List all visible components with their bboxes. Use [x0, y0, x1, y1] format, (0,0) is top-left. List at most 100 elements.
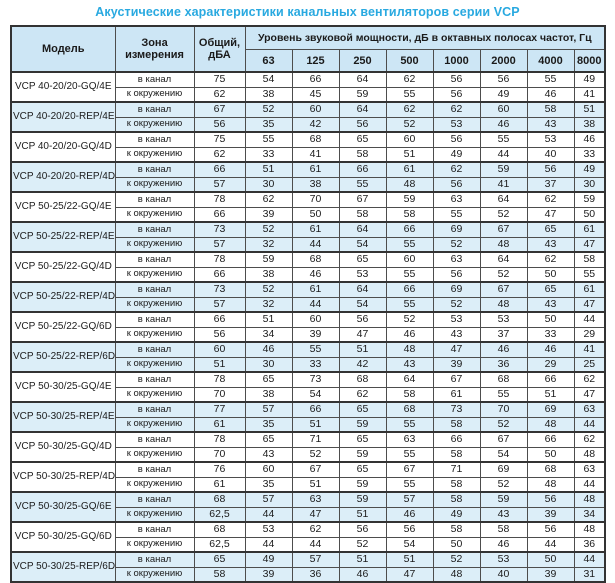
band-level-cell-4000: 68 [526, 461, 575, 478]
table-row: VCP 50-30/25-REP/4D в канал 76 60 67 65 67 71 69… [10, 461, 606, 493]
band-level-cell-8000: 38 [573, 116, 606, 133]
band-level-cell-2000: 52 [479, 416, 528, 433]
band-level-cell-125: 42 [291, 116, 340, 133]
band-level-cell-4000: 43 [526, 236, 575, 253]
zone-cell: к окружению [114, 236, 195, 253]
total-dba-cell: 56 [193, 326, 246, 343]
zone-cell: к окружению [114, 176, 195, 193]
table-row: VCP 40-20/20-GQ/4D в канал 75 55 68 65 60 56 55 5… [10, 131, 606, 163]
band-level-cell-2000: 46 [479, 536, 528, 553]
total-dba-cell: 57 [193, 296, 246, 313]
band-level-cell-1000: 56 [432, 71, 481, 88]
band-level-cell-8000: 63 [573, 401, 606, 418]
col-header-band-group: Уровень звуковой мощности, дБ в октавных… [244, 25, 606, 50]
table-row: VCP 50-25/22-REP/4D в канал 73 52 61 64 66 69 67… [10, 281, 606, 313]
band-level-cell-125: 44 [291, 296, 340, 313]
zone-cell: к окружению [114, 446, 195, 463]
table-row: к окружению 66 39 50 58 58 55 52 47 50 [11, 206, 606, 223]
zone-cell: в канал [114, 311, 195, 328]
band-level-cell-8000: 46 [573, 131, 606, 148]
band-level-cell-63: 49 [244, 551, 293, 568]
band-level-cell-250: 51 [338, 506, 387, 523]
band-level-cell-4000: 39 [526, 566, 575, 583]
table-row: VCP 50-30/25-REP/6D в канал 65 49 57 51 51 52 53… [10, 551, 606, 583]
band-level-cell-250: 56 [338, 521, 387, 538]
band-level-cell-500: 55 [385, 236, 434, 253]
band-level-cell-1000: 53 [432, 311, 481, 328]
table-row: к окружению 57 32 44 54 55 52 48 43 47 [11, 296, 606, 313]
band-level-cell-1000: 66 [432, 431, 481, 448]
band-level-cell-1000: 61 [432, 386, 481, 403]
model-cell: VCP 50-25/22-REP/6D [10, 341, 116, 373]
band-level-cell-250: 51 [338, 551, 387, 568]
total-dba-cell: 51 [193, 356, 246, 373]
zone-cell: в канал [114, 491, 195, 508]
band-level-cell-4000: 50 [526, 266, 575, 283]
band-level-cell-2000: 43 [479, 506, 528, 523]
band-level-cell-125: 68 [291, 131, 340, 148]
total-dba-cell: 56 [193, 116, 246, 133]
model-cell: VCP 50-30/25-GQ/6D [10, 521, 116, 553]
band-level-cell-4000: 46 [526, 341, 575, 358]
band-level-cell-250: 65 [338, 431, 387, 448]
band-level-cell-250: 58 [338, 146, 387, 163]
band-level-cell-500: 55 [385, 416, 434, 433]
band-level-cell-250: 64 [338, 101, 387, 118]
band-level-cell-250: 64 [338, 71, 387, 88]
band-level-cell-2000: 67 [479, 431, 528, 448]
table-row: VCP 40-20/20-REP/4E в канал 67 52 60 64 62 62 60… [10, 101, 606, 133]
table-header: Модель Зона измерения Общий, дБА Уровень… [10, 25, 606, 73]
zone-cell: в канал [114, 101, 195, 118]
band-level-cell-1000: 58 [432, 416, 481, 433]
band-level-cell-1000: 53 [432, 116, 481, 133]
zone-cell: в канал [114, 281, 195, 298]
band-level-cell-1000: 50 [432, 536, 481, 553]
band-level-cell-63: 51 [244, 311, 293, 328]
band-level-cell-125: 51 [291, 476, 340, 493]
zone-cell: в канал [114, 401, 195, 418]
total-dba-cell: 61 [193, 416, 246, 433]
band-level-cell-63: 51 [244, 161, 293, 178]
band-level-cell-4000: 65 [526, 221, 575, 238]
band-level-cell-500: 55 [385, 296, 434, 313]
band-level-cell-500: 47 [385, 566, 434, 583]
band-level-cell-500: 66 [385, 281, 434, 298]
band-level-cell-1000: 62 [432, 101, 481, 118]
table-row: к окружению 62 38 45 59 55 56 49 46 41 [11, 86, 606, 103]
band-level-cell-8000: 61 [573, 221, 606, 238]
band-level-cell-4000: 43 [526, 296, 575, 313]
band-level-cell-63: 60 [244, 461, 293, 478]
zone-cell: в канал [114, 461, 195, 478]
band-level-cell-4000: 62 [526, 251, 575, 268]
band-level-cell-8000: 55 [573, 266, 606, 283]
zone-cell: к окружению [114, 266, 195, 283]
total-dba-cell: 66 [193, 266, 246, 283]
header-row-2: 63 125 250 500 1000 2000 4000 8000 [11, 49, 606, 73]
band-level-cell-250: 65 [338, 401, 387, 418]
band-level-cell-63: 59 [244, 251, 293, 268]
band-level-cell-1000: 62 [432, 161, 481, 178]
col-header-freq-500: 500 [385, 49, 434, 73]
band-level-cell-63: 52 [244, 281, 293, 298]
band-level-cell-2000: 56 [479, 71, 528, 88]
model-cell: VCP 50-25/22-REP/4E [10, 221, 116, 253]
band-level-cell-125: 38 [291, 176, 340, 193]
band-level-cell-4000: 56 [526, 491, 575, 508]
band-level-cell-2000: 36 [479, 356, 528, 373]
band-level-cell-63: 35 [244, 416, 293, 433]
band-level-cell-4000: 48 [526, 416, 575, 433]
band-level-cell-63: 65 [244, 371, 293, 388]
zone-cell: в канал [114, 131, 195, 148]
table-row: VCP 50-30/25-REP/4E в канал 77 57 66 65 68 73 70… [10, 401, 606, 433]
band-level-cell-4000: 55 [526, 71, 575, 88]
table-row: VCP 50-25/22-REP/4E в канал 73 52 61 64 66 69 67… [10, 221, 606, 253]
band-level-cell-250: 66 [338, 161, 387, 178]
band-level-cell-500: 43 [385, 356, 434, 373]
band-level-cell-125: 33 [291, 356, 340, 373]
band-level-cell-1000: 49 [432, 506, 481, 523]
band-level-cell-4000: 48 [526, 476, 575, 493]
band-level-cell-2000: 44 [479, 146, 528, 163]
band-level-cell-250: 58 [338, 206, 387, 223]
band-level-cell-1000: 71 [432, 461, 481, 478]
band-level-cell-500: 64 [385, 371, 434, 388]
